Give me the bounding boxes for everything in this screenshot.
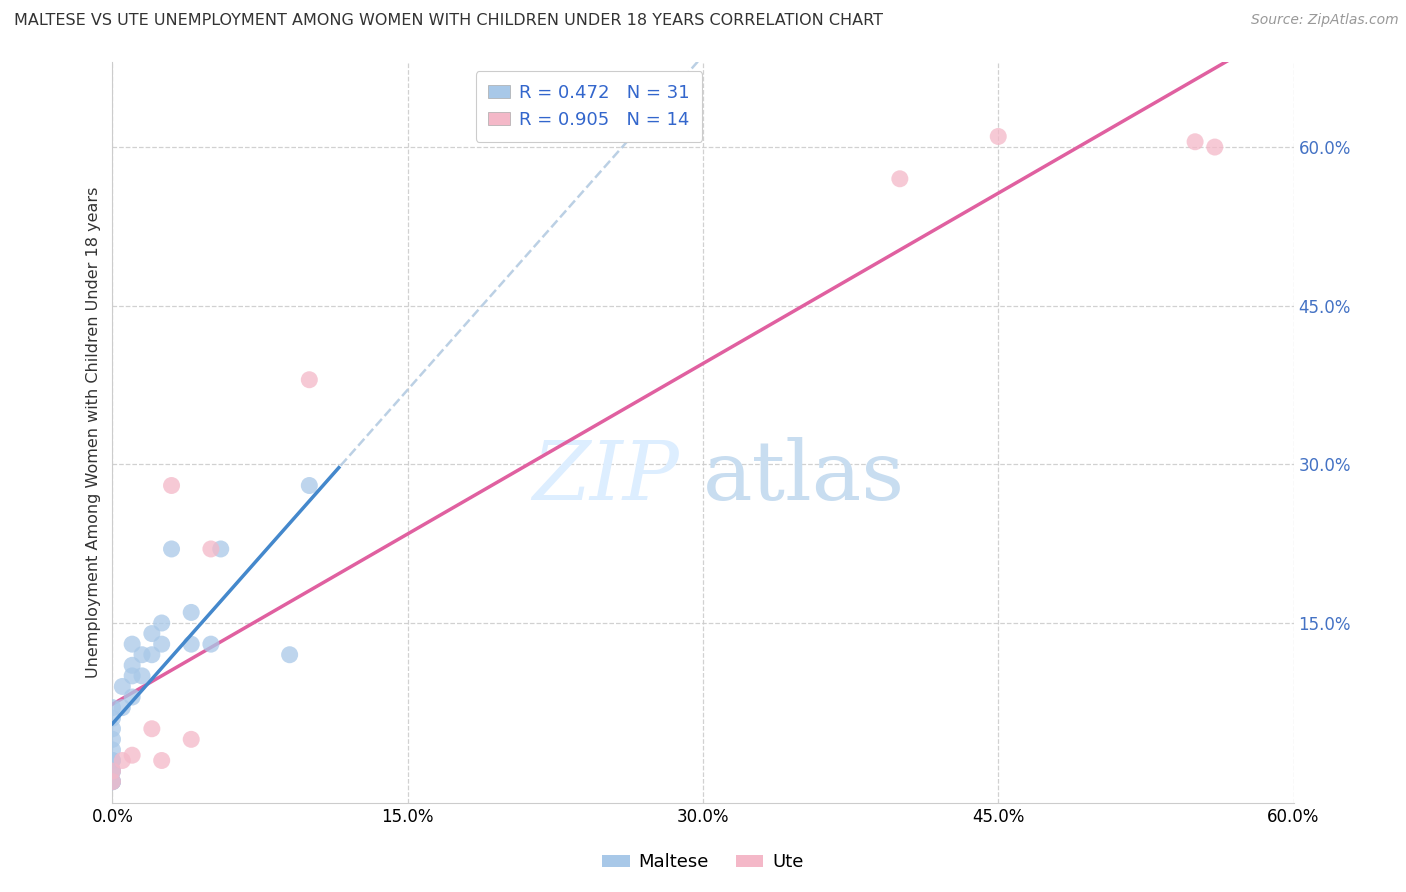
- Point: [141, 648, 163, 662]
- Point: [121, 669, 143, 683]
- Point: [101, 774, 124, 789]
- Point: [101, 754, 124, 768]
- Point: [101, 764, 124, 778]
- Point: [101, 774, 124, 789]
- Text: Source: ZipAtlas.com: Source: ZipAtlas.com: [1251, 13, 1399, 28]
- Point: [101, 774, 124, 789]
- Point: [101, 722, 124, 736]
- Point: [101, 764, 124, 778]
- Point: [180, 637, 202, 651]
- Point: [101, 754, 124, 768]
- Point: [278, 648, 301, 662]
- Text: atlas: atlas: [703, 437, 905, 517]
- Point: [298, 373, 321, 387]
- Point: [121, 690, 143, 704]
- Point: [121, 658, 143, 673]
- Point: [889, 171, 911, 186]
- Point: [111, 754, 134, 768]
- Point: [111, 680, 134, 694]
- Point: [150, 637, 173, 651]
- Point: [101, 732, 124, 747]
- Point: [180, 732, 202, 747]
- Point: [131, 648, 153, 662]
- Point: [141, 722, 163, 736]
- Point: [1204, 140, 1226, 154]
- Point: [209, 541, 232, 556]
- Point: [200, 637, 222, 651]
- Point: [101, 764, 124, 778]
- Legend: R = 0.472   N = 31, R = 0.905   N = 14: R = 0.472 N = 31, R = 0.905 N = 14: [475, 71, 703, 142]
- Text: ZIP: ZIP: [533, 437, 679, 517]
- Point: [111, 700, 134, 714]
- Point: [101, 711, 124, 725]
- Y-axis label: Unemployment Among Women with Children Under 18 years: Unemployment Among Women with Children U…: [86, 187, 101, 678]
- Point: [101, 774, 124, 789]
- Point: [200, 541, 222, 556]
- Point: [101, 700, 124, 714]
- Point: [160, 478, 183, 492]
- Point: [298, 478, 321, 492]
- Text: MALTESE VS UTE UNEMPLOYMENT AMONG WOMEN WITH CHILDREN UNDER 18 YEARS CORRELATION: MALTESE VS UTE UNEMPLOYMENT AMONG WOMEN …: [14, 13, 883, 29]
- Point: [121, 637, 143, 651]
- Point: [150, 615, 173, 630]
- Point: [987, 129, 1010, 144]
- Point: [121, 748, 143, 763]
- Point: [160, 541, 183, 556]
- Point: [101, 743, 124, 757]
- Legend: Maltese, Ute: Maltese, Ute: [595, 847, 811, 879]
- Point: [131, 669, 153, 683]
- Point: [1184, 135, 1206, 149]
- Point: [180, 606, 202, 620]
- Point: [141, 626, 163, 640]
- Point: [150, 754, 173, 768]
